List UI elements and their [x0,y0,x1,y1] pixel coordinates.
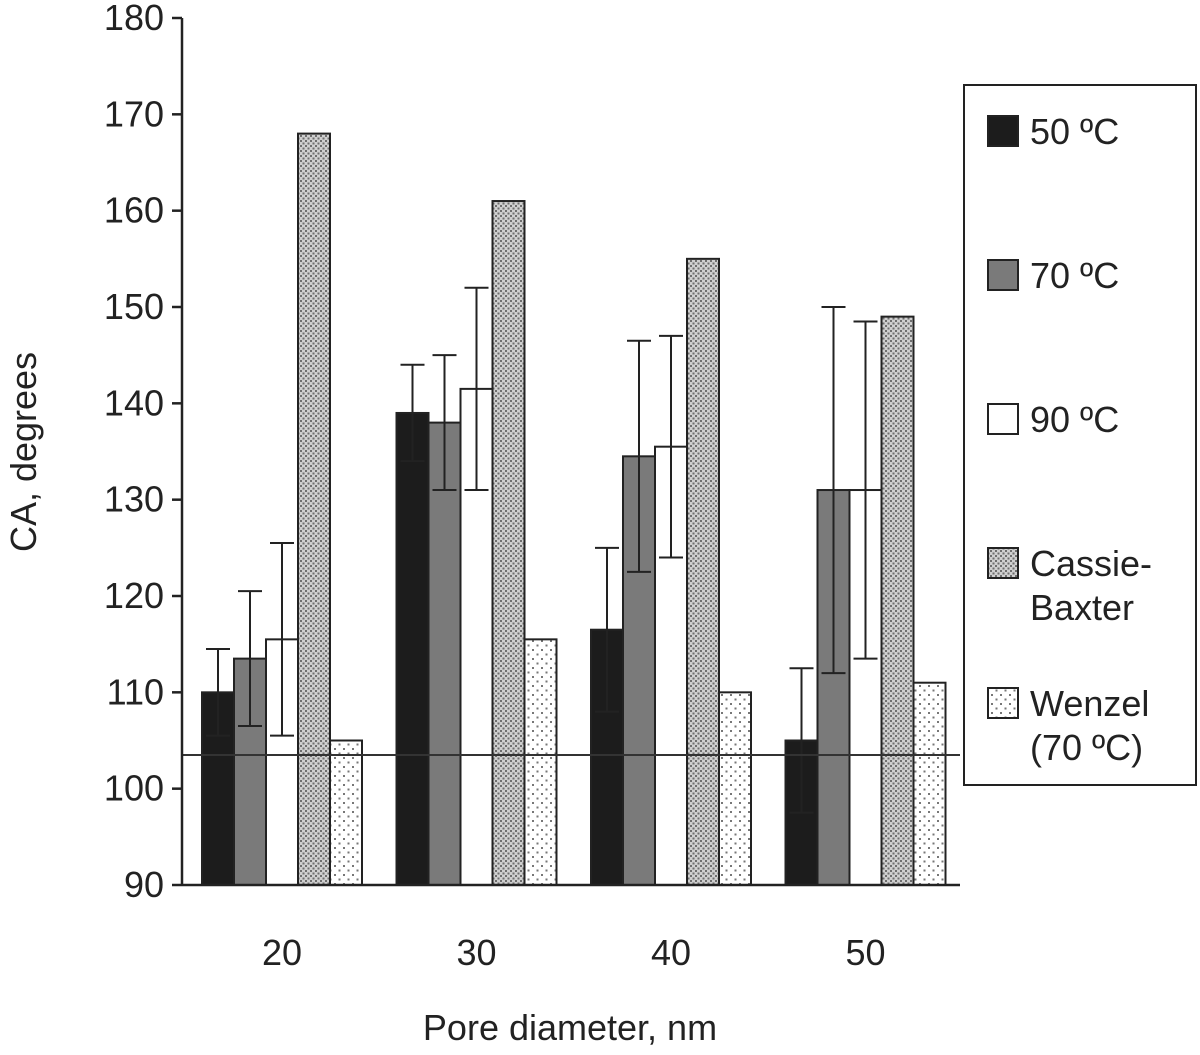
y-tick-label: 130 [104,479,164,520]
bars-layer [201,132,947,887]
legend-swatch [987,687,1019,719]
legend-swatch [987,547,1019,579]
y-tick-label: 160 [104,190,164,231]
y-tick-label: 90 [124,864,164,905]
bar [297,132,331,887]
bar [395,411,430,886]
x-ticks-layer: 20 30 40 50 [262,932,886,973]
error-bars-layer [206,286,878,814]
axes-layer [180,18,960,887]
bar [491,200,526,887]
bar [718,691,752,886]
y-tick-label: 110 [107,671,164,712]
y-tick-label: 120 [104,575,164,616]
bar [686,257,720,887]
legend: 50 ºC 70 ºC 90 ºC Cassie-Baxter Wenzel (70 ºC… [963,84,1197,786]
bar [427,421,462,886]
y-tick-label: 170 [104,93,164,134]
bar [880,315,915,886]
legend-label: 70 ºC [1030,255,1119,296]
bar [912,681,947,887]
bar [329,739,363,886]
bar [816,489,851,886]
x-tick-label: 50 [845,932,885,973]
legend-label: 90 ºC [1030,399,1119,440]
x-axis-label: Pore diameter, nm [423,1007,717,1048]
y-tick-label: 180 [104,0,164,38]
x-tick-label: 40 [651,932,691,973]
y-tick-label: 140 [104,382,164,423]
legend-swatch [987,115,1019,147]
x-tick-label: 30 [456,932,496,973]
x-tick-label: 20 [262,932,302,973]
legend-swatch [987,259,1019,291]
y-axis-label: CA, degrees [3,352,44,552]
y-ticks-layer: 90 100 110 120 130 140 150 160 170 180 [104,0,182,905]
legend-label: Cassie-Baxter [1030,543,1152,628]
legend-swatch [987,403,1019,435]
y-tick-label: 150 [104,286,164,327]
y-tick-label: 100 [104,768,164,809]
bar [523,638,558,886]
legend-label: Wenzel (70 ºC) [1030,683,1149,768]
legend-label: 50 ºC [1030,111,1119,152]
